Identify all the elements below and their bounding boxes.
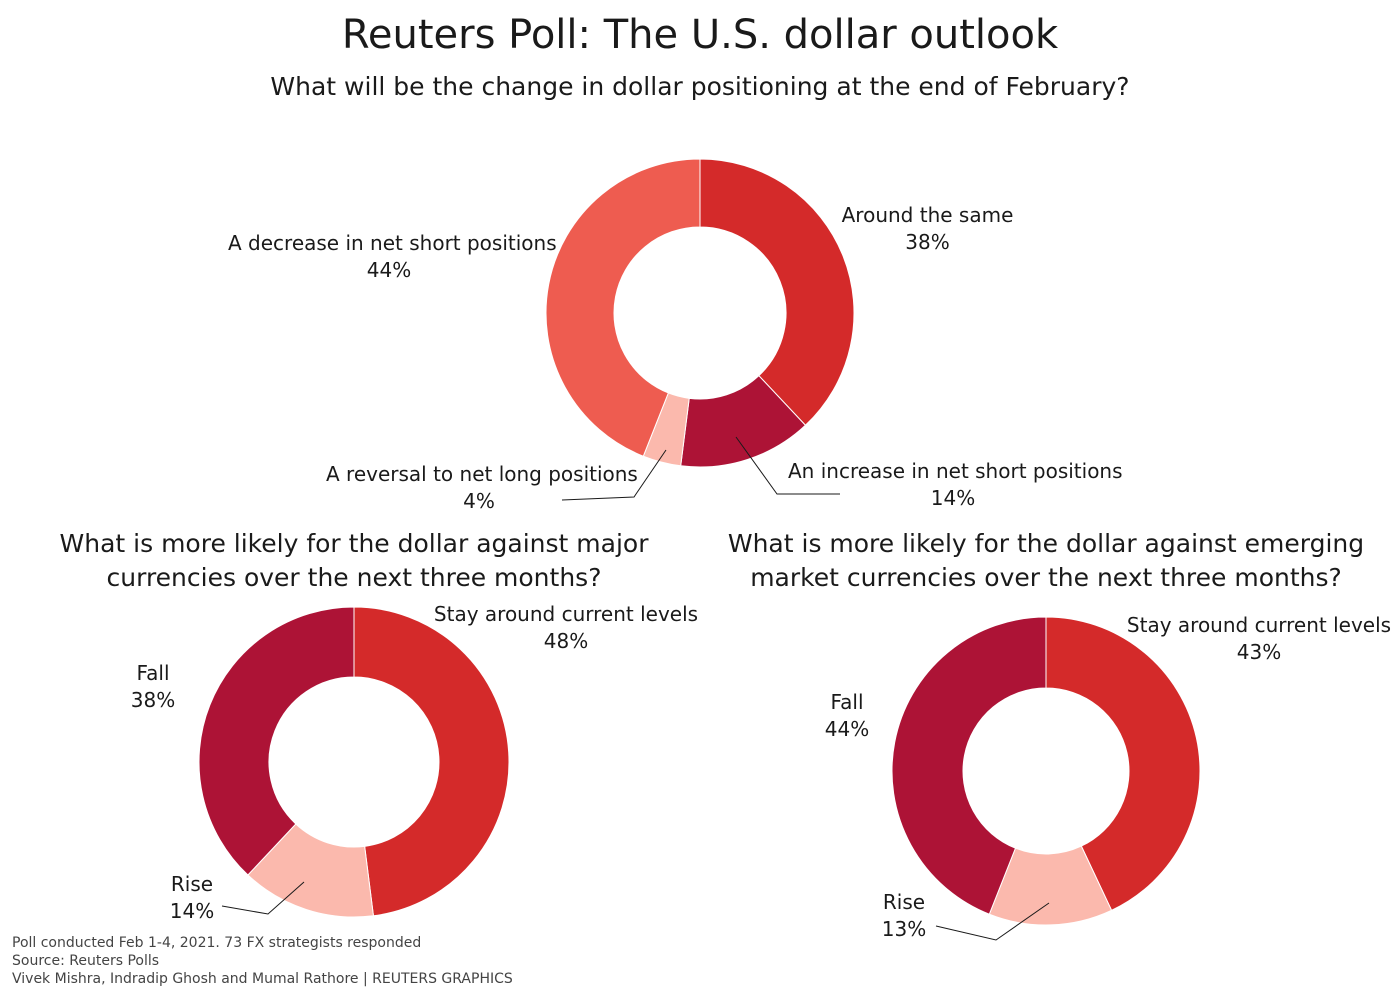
slice-name: Fall	[136, 661, 170, 685]
slice-label-stay-major: Stay around current levels 48%	[430, 601, 702, 655]
slice-value: 4%	[463, 489, 495, 513]
slice-name: Stay around current levels	[1126, 613, 1392, 637]
donut-slice-a-decrease-in-net-short-positions	[545, 158, 701, 457]
leader-line-rise-emerging	[935, 902, 1050, 941]
slice-name: Fall	[830, 690, 864, 714]
question-line: currencies over the next three months?	[106, 563, 602, 592]
slice-value: 13%	[881, 917, 927, 941]
slice-label-stay-emerging: Stay around current levels 43%	[1124, 612, 1394, 666]
donut-slice-stay-around-current-levels	[353, 606, 510, 917]
chart-2-question: What is more likely for the dollar again…	[40, 527, 668, 595]
slice-label-rise-major: Rise 14%	[157, 871, 227, 925]
question-line: What is more likely for the dollar again…	[727, 529, 1365, 558]
slice-value: 14%	[930, 486, 976, 510]
slice-label-increase-short: An increase in net short positions 14%	[788, 458, 1123, 512]
slice-name: Rise	[882, 890, 926, 914]
slice-label-rise-emerging: Rise 13%	[869, 889, 939, 943]
leader-line-increase	[735, 436, 840, 495]
slice-value: 14%	[169, 899, 215, 923]
slice-value: 43%	[1236, 640, 1282, 664]
slice-label-decrease-short: A decrease in net short positions 44%	[228, 230, 557, 284]
chart-1-question: What will be the change in dollar positi…	[270, 72, 1130, 101]
donut-slice-fall	[198, 606, 355, 876]
footer-source: Source: Reuters Polls	[12, 953, 160, 969]
slice-name: An increase in net short positions	[788, 459, 1123, 483]
slice-value: 48%	[543, 629, 589, 653]
leader-line-reversal	[561, 449, 667, 501]
slice-value: 44%	[824, 717, 870, 741]
footer-note: Poll conducted Feb 1-4, 2021. 73 FX stra…	[12, 935, 422, 951]
slice-label-around-same: Around the same 38%	[815, 202, 1040, 256]
slice-name: Around the same	[841, 203, 1014, 227]
chart-3-question: What is more likely for the dollar again…	[716, 527, 1376, 595]
slice-label-reversal-long: A reversal to net long positions 4%	[326, 461, 638, 515]
leader-line-rise-major	[221, 881, 305, 915]
slice-label-fall-major: Fall 38%	[118, 660, 188, 714]
donut-slice-fall	[891, 616, 1047, 915]
slice-name: A reversal to net long positions	[326, 462, 638, 486]
donut-chart-major-currencies	[198, 606, 510, 918]
question-line: What is more likely for the dollar again…	[59, 529, 649, 558]
chart-title: Reuters Poll: The U.S. dollar outlook	[341, 12, 1059, 58]
question-line: market currencies over the next three mo…	[750, 563, 1342, 592]
slice-label-fall-emerging: Fall 44%	[812, 689, 882, 743]
footer-credit: Vivek Mishra, Indradip Ghosh and Mumal R…	[12, 971, 513, 987]
slice-value: 38%	[130, 688, 176, 712]
donut-slice-around-the-same	[699, 158, 855, 426]
donut-chart-dollar-positioning	[545, 158, 855, 468]
slice-name: Rise	[170, 872, 214, 896]
donut-slice-stay-around-current-levels	[1045, 616, 1201, 912]
slice-value: 44%	[366, 258, 412, 282]
slice-name: Stay around current levels	[433, 602, 699, 626]
slice-value: 38%	[905, 230, 950, 254]
donut-chart-emerging-currencies	[891, 616, 1201, 926]
footer: Poll conducted Feb 1-4, 2021. 73 FX stra…	[12, 934, 513, 988]
leader-lines	[221, 436, 1050, 941]
slice-name: A decrease in net short positions	[228, 231, 557, 255]
